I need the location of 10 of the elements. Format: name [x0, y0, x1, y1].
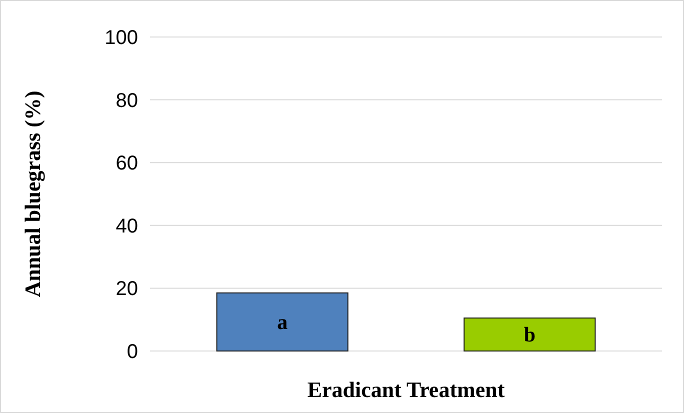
x-axis-title: Eradicant Treatment: [307, 377, 506, 402]
y-tick-label: 40: [116, 215, 138, 238]
y-tick-label: 0: [126, 341, 138, 363]
y-tick-label: 80: [116, 90, 138, 112]
y-axis-title: Annual bluegrass (%): [20, 90, 45, 298]
data-label: b: [524, 322, 536, 347]
data-label: a: [277, 310, 288, 334]
y-tick-label: 60: [116, 152, 138, 175]
y-tick-label: 20: [116, 278, 138, 300]
y-tick-label: 100: [104, 27, 138, 49]
